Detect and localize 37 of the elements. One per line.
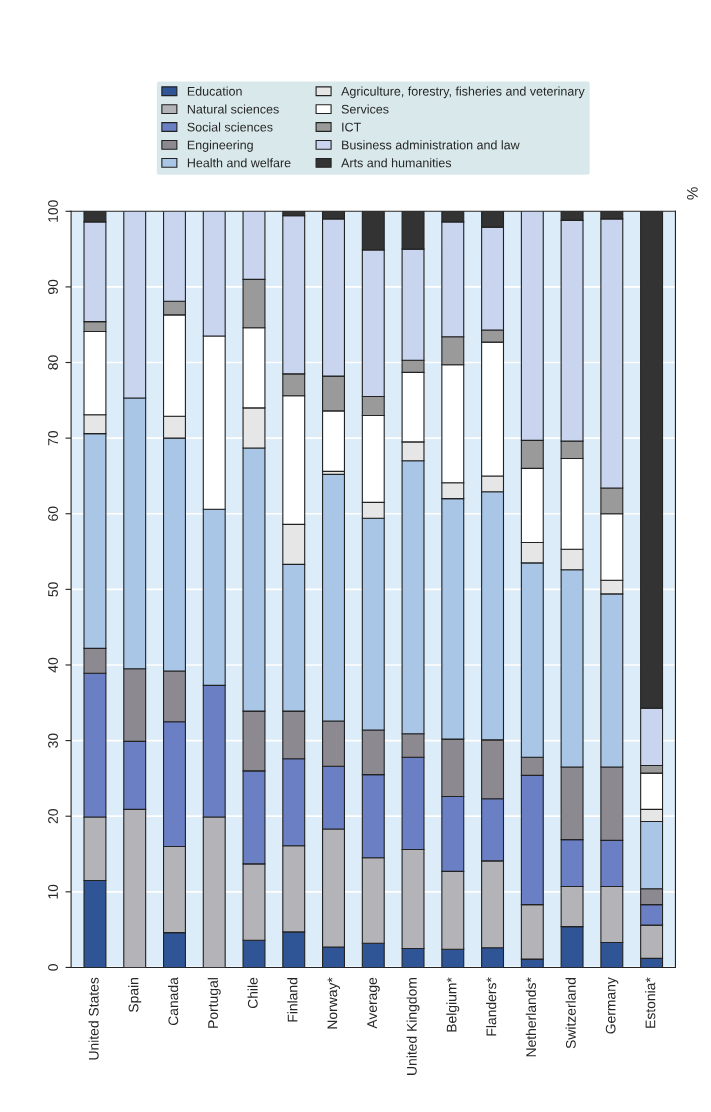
legend-label: Agriculture, forestry, fisheries and veterinary [341, 86, 585, 99]
x-tick-label: Finland [287, 978, 298, 1022]
x-tick-label: Flanders* [486, 977, 497, 1036]
y-tick-label: 0 [48, 964, 58, 971]
y-tick-label: 70 [48, 430, 58, 446]
legend-label: Health and welfare [187, 158, 291, 168]
legend-label: Arts and humanities [341, 158, 452, 168]
y-tick-label: 60 [48, 506, 58, 521]
x-tick-label: Chile [247, 977, 258, 1009]
y-tick-label: 20 [48, 809, 58, 824]
x-tick-label: Norway* [327, 977, 340, 1029]
x-tick-label: Netherlands* [525, 977, 537, 1057]
legend-label: Education [187, 86, 242, 96]
y-tick-label: 10 [48, 884, 58, 899]
x-tick-label: Germany [605, 977, 619, 1034]
legend-label: ICT [342, 122, 361, 132]
y-tick-label: 90 [48, 279, 58, 294]
x-tick-label: Canada [168, 977, 179, 1026]
legend-label: Engineering [187, 140, 253, 152]
x-tick-label: Switzerland [565, 978, 576, 1049]
y-axis-title: % [687, 187, 698, 200]
legend-label: Natural sciences [187, 104, 279, 114]
x-tick-label: Portugal [207, 978, 221, 1028]
y-tick-label: 40 [48, 657, 58, 673]
y-tick-label: 50 [48, 582, 58, 597]
y-tick-label: 100 [48, 200, 58, 222]
legend-label: Services [341, 104, 389, 114]
x-tick-label: United Kingdom [406, 978, 420, 1075]
legend-label: Business administration and law [342, 140, 520, 150]
x-tick-label: Estonia* [645, 977, 656, 1028]
legend-label: Social sciences [187, 122, 273, 132]
x-tick-label: Spain [128, 978, 142, 1013]
y-tick-label: 80 [48, 355, 58, 370]
x-tick-label: Average [367, 977, 380, 1029]
y-tick-label: 30 [48, 733, 58, 748]
x-tick-label: Belgium* [446, 977, 460, 1032]
x-tick-label: United States [88, 977, 99, 1060]
